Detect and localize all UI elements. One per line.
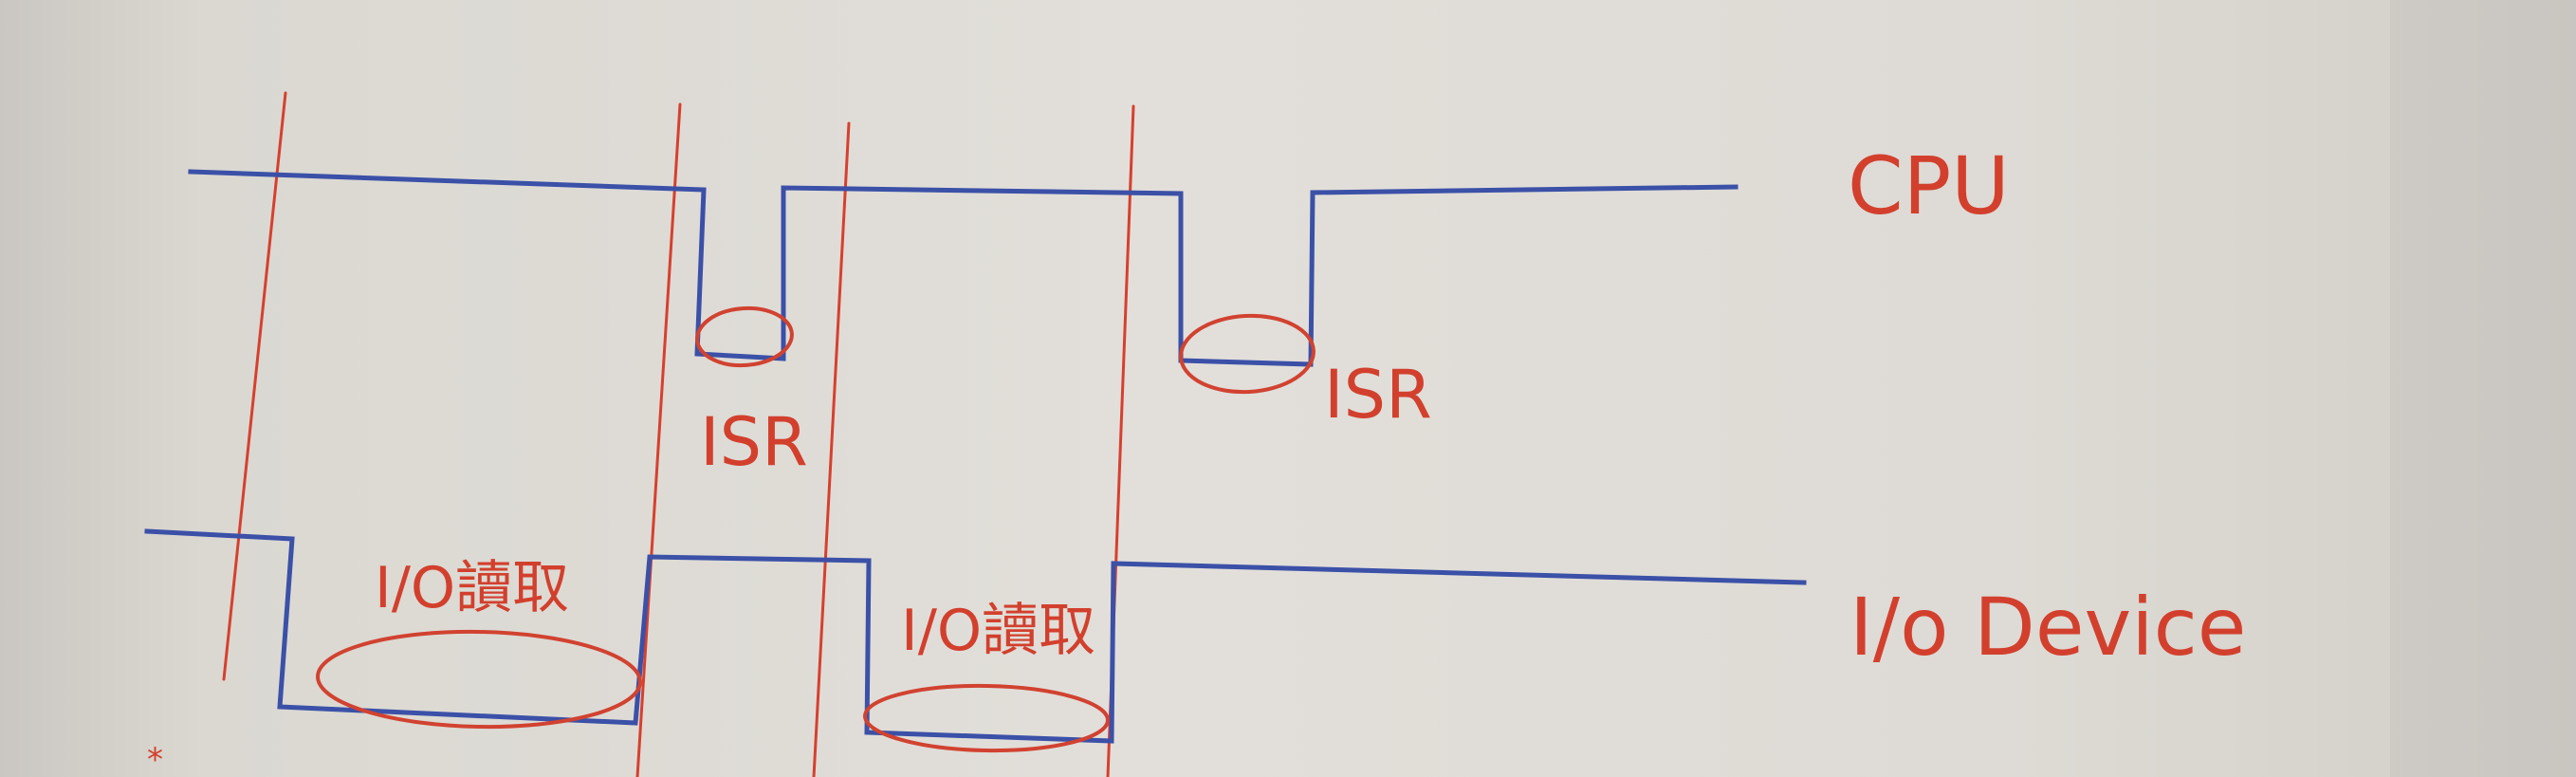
asterisk-mark: *	[147, 741, 163, 777]
isr-label-2: ISR	[1324, 356, 1432, 434]
paper-shadow-right	[2390, 0, 2576, 777]
io-device-label: I/o Device	[1849, 581, 2246, 674]
io-device-signal-line	[144, 528, 1807, 744]
io-read-label-2: I/O讀取	[901, 598, 1095, 664]
cpu-label: CPU	[1848, 139, 2010, 232]
red-vertical-line-3	[812, 121, 851, 777]
io-read-label-1: I/O讀取	[375, 555, 569, 621]
isr-ellipse-1	[695, 305, 794, 368]
isr-ellipse-2	[1179, 313, 1316, 395]
io-read-ellipse-2	[863, 683, 1110, 753]
red-vertical-line-2	[635, 102, 682, 777]
cpu-signal-line	[188, 169, 1739, 367]
io-read-ellipse-1	[316, 629, 642, 730]
isr-label-1: ISR	[700, 403, 808, 481]
red-vertical-line-1	[222, 91, 287, 681]
